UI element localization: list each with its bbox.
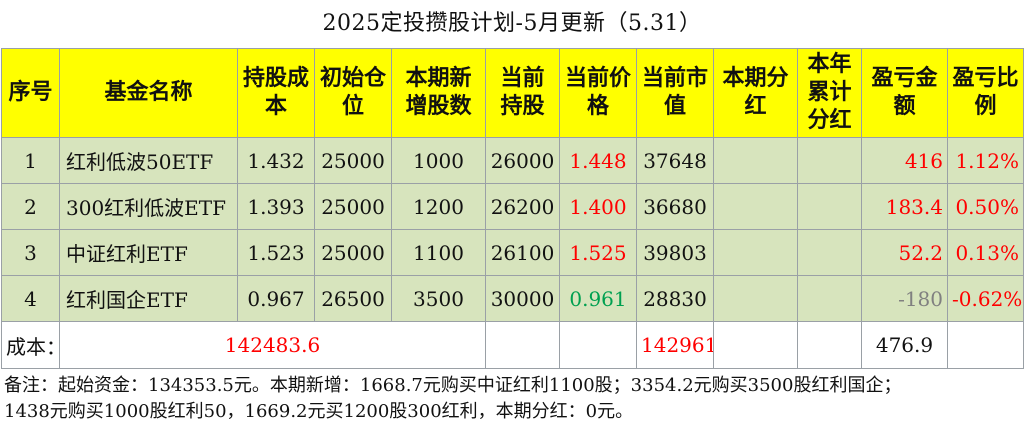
- header-cell-value[interactable]: 当前市值: [636, 48, 714, 138]
- total-empty-cell[interactable]: [559, 321, 637, 369]
- cell-fund-name[interactable]: 红利国企ETF: [59, 275, 238, 322]
- cell-value[interactable]: 28830: [636, 275, 714, 322]
- header-row: 序号 基金名称 持股成本 初始仓位 本期新增股数 当前持股 当前价格 当前市值 …: [1, 48, 1024, 138]
- cell-pl-amount[interactable]: 416: [861, 137, 948, 184]
- cell-cost[interactable]: 1.393: [237, 183, 315, 230]
- cell-ytd-dividend[interactable]: [797, 229, 862, 276]
- cell-pl-ratio[interactable]: 0.50%: [947, 183, 1024, 230]
- cell-price[interactable]: 1.448: [559, 137, 637, 184]
- fund-table: 序号 基金名称 持股成本 初始仓位 本期新增股数 当前持股 当前价格 当前市值 …: [1, 48, 1024, 369]
- cell-no[interactable]: 1: [1, 137, 60, 184]
- cell-cost[interactable]: 1.432: [237, 137, 315, 184]
- header-cell-no[interactable]: 序号: [1, 48, 60, 138]
- cell-initial[interactable]: 25000: [314, 137, 392, 184]
- cell-holding[interactable]: 26200: [485, 183, 560, 230]
- cell-fund-name[interactable]: 中证红利ETF: [59, 229, 238, 276]
- header-cell-pl-ratio[interactable]: 盈亏比例: [947, 48, 1024, 138]
- table-row: 2 300红利低波ETF 1.393 25000 1200 26200 1.40…: [1, 183, 1024, 230]
- total-empty-cell[interactable]: [713, 321, 798, 369]
- cell-dividend[interactable]: [713, 275, 798, 322]
- cell-pl-amount[interactable]: -180: [861, 275, 948, 322]
- total-cost[interactable]: 142483.6: [59, 321, 486, 369]
- remarks: 备注：起始资金：134353.5元。本期新增：1668.7元购买中证红利1100…: [0, 369, 1024, 425]
- cell-initial[interactable]: 26500: [314, 275, 392, 322]
- header-cell-holding[interactable]: 当前持股: [485, 48, 560, 138]
- table-row: 4 红利国企ETF 0.967 26500 3500 30000 0.961 2…: [1, 275, 1024, 322]
- header-cell-ytd-dividend[interactable]: 本年累计分红: [797, 48, 862, 138]
- cell-added[interactable]: 3500: [391, 275, 486, 322]
- total-empty-cell[interactable]: [797, 321, 862, 369]
- cell-holding[interactable]: 30000: [485, 275, 560, 322]
- cell-added[interactable]: 1000: [391, 137, 486, 184]
- total-market-value[interactable]: 142961: [636, 321, 714, 369]
- header-cell-price[interactable]: 当前价格: [559, 48, 637, 138]
- cell-ytd-dividend[interactable]: [797, 275, 862, 322]
- remarks-line-2: 1438元购买1000股红利50，1669.2元买1200股300红利，本期分红…: [4, 401, 634, 422]
- cell-holding[interactable]: 26100: [485, 229, 560, 276]
- cell-price[interactable]: 1.525: [559, 229, 637, 276]
- table-row: 1 红利低波50ETF 1.432 25000 1000 26000 1.448…: [1, 137, 1024, 184]
- cell-pl-ratio[interactable]: 1.12%: [947, 137, 1024, 184]
- cell-price[interactable]: 0.961: [559, 275, 637, 322]
- cell-no[interactable]: 2: [1, 183, 60, 230]
- sheet-title: 2025定投攒股计划-5月更新（5.31）: [322, 11, 702, 36]
- cell-no[interactable]: 4: [1, 275, 60, 322]
- remarks-line-1: 备注：起始资金：134353.5元。本期新增：1668.7元购买中证红利1100…: [4, 375, 902, 396]
- total-pl-amount[interactable]: 476.9: [861, 321, 948, 369]
- cell-initial[interactable]: 25000: [314, 229, 392, 276]
- header-cell-added[interactable]: 本期新增股数: [391, 48, 486, 138]
- total-row: 成本： 142483.6 142961 476.9: [1, 321, 1024, 369]
- cell-added[interactable]: 1200: [391, 183, 486, 230]
- cell-no[interactable]: 3: [1, 229, 60, 276]
- cell-pl-ratio[interactable]: 0.13%: [947, 229, 1024, 276]
- cell-fund-name[interactable]: 红利低波50ETF: [59, 137, 238, 184]
- table-row: 3 中证红利ETF 1.523 25000 1100 26100 1.525 3…: [1, 229, 1024, 276]
- header-cell-name[interactable]: 基金名称: [59, 48, 238, 138]
- total-label[interactable]: 成本：: [1, 321, 60, 369]
- cell-value[interactable]: 39803: [636, 229, 714, 276]
- header-cell-dividend[interactable]: 本期分红: [713, 48, 798, 138]
- cell-dividend[interactable]: [713, 183, 798, 230]
- total-empty-cell[interactable]: [947, 321, 1024, 369]
- cell-value[interactable]: 37648: [636, 137, 714, 184]
- cell-cost[interactable]: 0.967: [237, 275, 315, 322]
- cell-pl-ratio[interactable]: -0.62%: [947, 275, 1024, 322]
- cell-cost[interactable]: 1.523: [237, 229, 315, 276]
- cell-ytd-dividend[interactable]: [797, 183, 862, 230]
- cell-fund-name[interactable]: 300红利低波ETF: [59, 183, 238, 230]
- cell-dividend[interactable]: [713, 137, 798, 184]
- cell-holding[interactable]: 26000: [485, 137, 560, 184]
- cell-value[interactable]: 36680: [636, 183, 714, 230]
- cell-ytd-dividend[interactable]: [797, 137, 862, 184]
- cell-initial[interactable]: 25000: [314, 183, 392, 230]
- cell-added[interactable]: 1100: [391, 229, 486, 276]
- header-cell-cost[interactable]: 持股成本: [237, 48, 315, 138]
- total-empty-cell[interactable]: [485, 321, 560, 369]
- cell-price[interactable]: 1.400: [559, 183, 637, 230]
- cell-pl-amount[interactable]: 52.2: [861, 229, 948, 276]
- cell-dividend[interactable]: [713, 229, 798, 276]
- header-cell-pl-amount[interactable]: 盈亏金额: [861, 48, 948, 138]
- header-cell-initial[interactable]: 初始仓位: [314, 48, 392, 138]
- cell-pl-amount[interactable]: 183.4: [861, 183, 948, 230]
